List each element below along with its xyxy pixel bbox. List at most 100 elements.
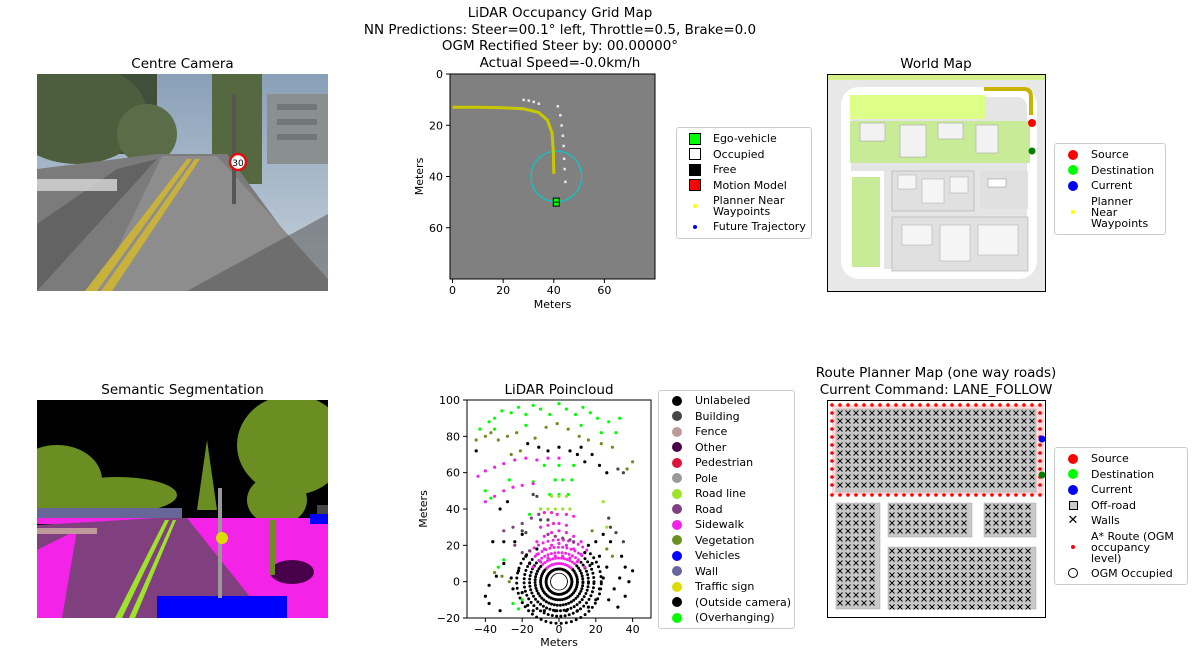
wall-x-mark — [949, 450, 955, 456]
wall-x-mark — [989, 410, 995, 416]
lidar-point — [511, 601, 515, 606]
astar-route-point — [862, 493, 866, 497]
lidar-point — [553, 609, 557, 613]
wall-x-mark — [937, 520, 943, 526]
wall-x-mark — [837, 592, 843, 598]
lidar-point — [579, 423, 583, 427]
wall-x-mark — [985, 604, 991, 610]
lidar-point — [529, 588, 533, 592]
wall-x-mark — [961, 596, 967, 602]
lidar-point — [621, 540, 625, 544]
source-marker — [1068, 149, 1078, 160]
ogm-x-tick-label: 60 — [597, 284, 611, 297]
astar-route-point — [902, 403, 906, 407]
lidar-point — [524, 456, 528, 460]
lidar-point — [579, 571, 583, 575]
wall-x-mark — [941, 410, 947, 416]
lidar-point — [534, 572, 538, 576]
astar-route-point — [830, 459, 834, 463]
astar-route-point — [1038, 427, 1042, 431]
lidar-point — [516, 405, 521, 409]
wall-x-mark — [1009, 556, 1015, 562]
wall-x-mark — [945, 572, 951, 578]
lidar-y-tick-label: 0 — [453, 576, 460, 589]
wall-x-mark — [901, 434, 907, 440]
wall-x-mark — [1021, 410, 1027, 416]
lidar-point — [561, 478, 565, 482]
lidar-point — [545, 606, 549, 610]
lidar-point — [509, 576, 513, 580]
wall-x-mark — [837, 520, 843, 526]
lidar-x-tick-label: 20 — [589, 623, 603, 636]
lidar-point — [516, 569, 521, 573]
route-legend-walls: ✕ Walls — [1063, 513, 1181, 529]
wall-x-mark — [837, 482, 843, 488]
wall-x-mark — [1025, 604, 1031, 610]
lidar-point — [550, 511, 554, 515]
wall-x-mark — [917, 418, 923, 424]
wall-x-mark — [981, 466, 987, 472]
wall-x-mark — [853, 410, 859, 416]
lidar-point — [496, 565, 500, 569]
wall-x-mark — [961, 564, 967, 570]
wall-x-mark — [1005, 410, 1011, 416]
lidar-point — [487, 420, 491, 424]
wall-x-mark — [989, 482, 995, 488]
wall-x-mark — [869, 418, 875, 424]
lidar-point — [581, 545, 585, 549]
semantic-legend-item: Other — [667, 440, 788, 456]
lidar-point — [585, 588, 589, 592]
occupied-cell — [556, 105, 560, 108]
wall-x-mark — [925, 482, 931, 488]
lidar-point — [531, 492, 535, 497]
lidar-point — [546, 613, 550, 616]
wall-x-mark — [901, 482, 907, 488]
wall-x-mark — [869, 442, 875, 448]
lidar-point — [533, 578, 537, 582]
lidar-point — [546, 456, 550, 460]
wall-x-mark — [869, 568, 875, 574]
lidar-point — [523, 589, 527, 593]
figure-title: LiDAR Occupancy Grid Map NN Predictions:… — [0, 5, 1120, 71]
wall-x-mark — [861, 482, 867, 488]
wall-x-mark — [869, 560, 875, 566]
lidar-y-tick-label: 80 — [446, 430, 460, 443]
wall-x-mark — [929, 564, 935, 570]
wall-x-mark — [877, 426, 883, 432]
wall-x-mark — [989, 442, 995, 448]
lidar-point — [594, 560, 598, 564]
wall-x-mark — [993, 564, 999, 570]
wall-x-mark — [889, 528, 895, 534]
wall-x-mark — [957, 458, 963, 464]
lidar-point — [561, 536, 565, 540]
astar-route-point — [1038, 493, 1042, 497]
lidar-point — [590, 567, 594, 571]
class-label: Unlabeled — [695, 394, 751, 407]
wall-x-mark — [869, 600, 875, 606]
lidar-point — [533, 436, 537, 440]
wall-x-mark — [933, 482, 939, 488]
wall-x-mark — [985, 520, 991, 526]
lidar-point — [509, 452, 513, 457]
wall-x-mark — [845, 560, 851, 566]
wall-x-mark — [861, 528, 867, 534]
wall-x-mark — [953, 588, 959, 594]
astar-route-point — [1038, 467, 1042, 471]
wall-x-mark — [957, 450, 963, 456]
lidar-point — [614, 531, 618, 535]
title-line-1: LiDAR Occupancy Grid Map — [467, 5, 653, 21]
wall-x-mark — [885, 426, 891, 432]
wall-x-mark — [1005, 474, 1011, 480]
ogm-legend-waypoints: Planner Near Waypoints — [685, 193, 805, 219]
lidar-point — [536, 600, 540, 604]
off-road-block — [983, 502, 1037, 538]
wall-x-mark — [1017, 572, 1023, 578]
lidar-point — [505, 434, 510, 438]
lidar-point — [621, 471, 625, 475]
lidar-point — [592, 576, 596, 579]
lidar-point — [572, 598, 576, 602]
lidar-point — [574, 556, 577, 560]
lidar-point — [539, 565, 543, 568]
wall-x-mark — [957, 426, 963, 432]
lidar-point — [546, 518, 550, 522]
